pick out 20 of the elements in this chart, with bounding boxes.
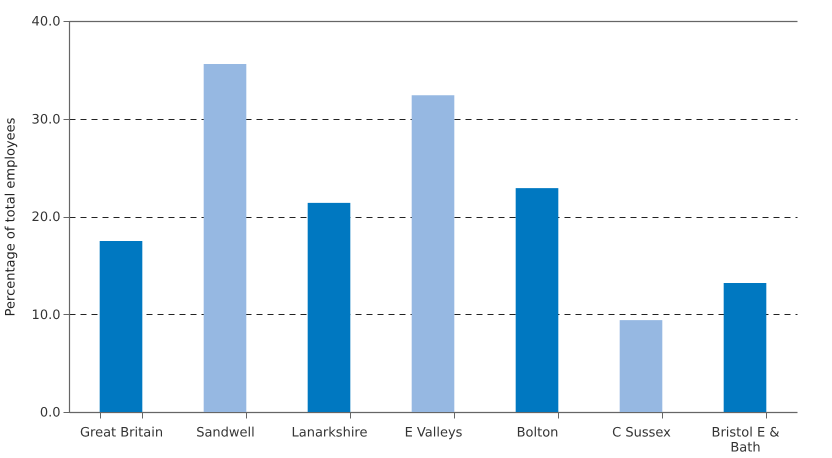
bar bbox=[620, 320, 662, 412]
x-tick-label: C Sussex bbox=[612, 426, 672, 440]
bar bbox=[204, 64, 246, 412]
bar bbox=[724, 282, 766, 412]
bar bbox=[100, 240, 142, 412]
y-tick-label: 20.0 bbox=[32, 210, 60, 225]
y-tick-label: 30.0 bbox=[32, 112, 60, 128]
x-tick-label: Great Britain bbox=[80, 426, 164, 440]
y-tick-label: 40.0 bbox=[32, 14, 60, 30]
x-tick-label: Sandwell bbox=[196, 426, 255, 440]
y-tick-label: 10.0 bbox=[32, 308, 60, 323]
bar bbox=[412, 95, 454, 412]
bar bbox=[516, 188, 558, 412]
x-tick-label: Bristol E & Bath bbox=[712, 426, 780, 456]
y-axis-title: Percentage of total employees bbox=[4, 117, 19, 316]
y-tick-label: 0.0 bbox=[40, 406, 60, 420]
x-tick-label: Bolton bbox=[516, 426, 558, 440]
bar bbox=[308, 202, 350, 412]
x-tick-label: Lanarkshire bbox=[292, 426, 368, 440]
x-tick-label: E Valleys bbox=[404, 426, 463, 440]
